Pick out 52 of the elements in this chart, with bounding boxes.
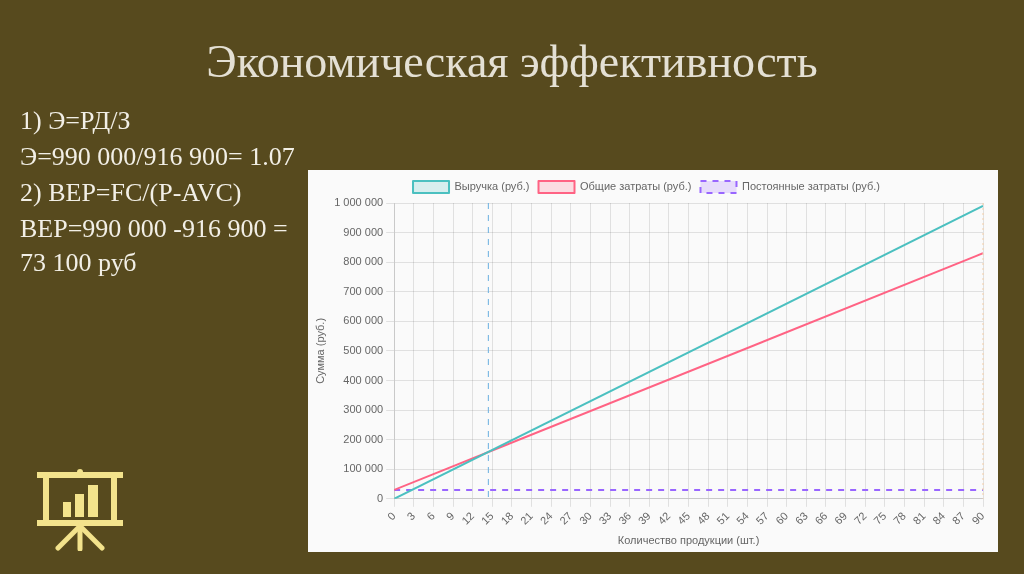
x-tick-label: 24 (537, 509, 555, 527)
x-tick-label: 90 (969, 509, 987, 527)
y-tick-label: 700 000 (343, 284, 384, 297)
x-tick-label: 48 (694, 509, 712, 527)
x-tick-label: 9 (443, 509, 457, 523)
y-tick-label: 900 000 (343, 225, 384, 238)
x-tick-label: 6 (424, 509, 437, 523)
x-tick-label: 42 (655, 509, 673, 527)
text: 2) BEP=FC/(P-AVC) (20, 177, 243, 209)
x-tick-label: 60 (773, 509, 791, 527)
x-tick-label: 66 (812, 509, 830, 527)
x-tick-label: 75 (871, 509, 889, 527)
x-axis-title: Количество продукции (шт.) (617, 534, 760, 547)
x-tick-label: 39 (635, 509, 653, 527)
x-tick-label: 21 (517, 509, 536, 527)
x-tick-label: 36 (616, 509, 634, 527)
x-tick-label: 57 (753, 509, 771, 527)
chart-title: Экономическая эффективность (205, 36, 819, 88)
x-tick-label: 81 (910, 509, 928, 527)
x-tick-label: 69 (832, 509, 850, 527)
legend-label: Постоянные затраты (руб.) (741, 180, 880, 193)
y-tick-label: 400 000 (343, 373, 384, 386)
x-tick-label: 18 (498, 509, 516, 527)
y-tick-label: 800 000 (343, 255, 384, 268)
x-tick-label: 54 (733, 509, 752, 527)
y-axis-title: Сумма (руб.) (313, 317, 326, 384)
y-tick-label: 100 000 (343, 462, 384, 475)
x-tick-label: 72 (851, 509, 869, 527)
x-tick-label: 84 (930, 509, 948, 527)
x-tick-label: 45 (674, 509, 693, 527)
x-tick-label: 0 (384, 509, 398, 523)
x-tick-label: 78 (890, 509, 909, 527)
x-tick-label: 27 (557, 509, 575, 527)
y-tick-label: 300 000 (343, 403, 384, 416)
legend-label: Выручка (руб.) (454, 180, 530, 193)
y-tick-label: 1 000 000 (334, 196, 384, 209)
legend-label: Общие затраты (руб.) (580, 180, 692, 193)
x-tick-label: 33 (596, 509, 614, 527)
y-tick-label: 600 000 (343, 314, 384, 327)
x-tick-label: 3 (404, 509, 418, 523)
y-tick-label: 0 (377, 491, 384, 504)
x-tick-label: 30 (576, 509, 594, 527)
x-tick-label: 15 (478, 509, 496, 527)
text: Э=990 000/916 900= 1.07 (20, 141, 296, 173)
y-tick-label: 200 000 (343, 432, 384, 445)
text: 1) Э=РД/З (20, 105, 132, 137)
text: BEP=990 000 -916 900 = 73 100 руб (20, 213, 289, 279)
x-tick-label: 87 (949, 509, 967, 527)
x-tick-label: 63 (792, 509, 810, 527)
y-tick-label: 500 000 (343, 343, 384, 356)
x-tick-label: 51 (714, 509, 732, 527)
x-tick-label: 12 (459, 509, 477, 527)
